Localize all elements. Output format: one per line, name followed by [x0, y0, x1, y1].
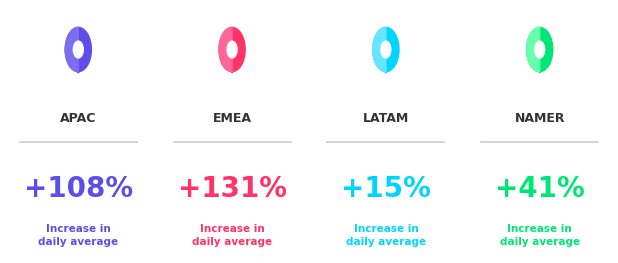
- Polygon shape: [71, 60, 85, 73]
- Text: EMEA: EMEA: [213, 112, 252, 125]
- Circle shape: [227, 41, 237, 58]
- Circle shape: [66, 27, 91, 72]
- Circle shape: [74, 41, 83, 58]
- Circle shape: [381, 41, 391, 58]
- Wedge shape: [66, 27, 78, 72]
- Text: Increase in
daily average: Increase in daily average: [192, 224, 272, 247]
- Circle shape: [527, 27, 552, 72]
- Polygon shape: [533, 60, 547, 73]
- Text: +41%: +41%: [495, 175, 585, 203]
- Text: APAC: APAC: [60, 112, 96, 125]
- Text: LATAM: LATAM: [363, 112, 409, 125]
- Text: Increase in
daily average: Increase in daily average: [346, 224, 426, 247]
- Wedge shape: [527, 27, 540, 72]
- Wedge shape: [219, 27, 232, 72]
- Wedge shape: [373, 27, 386, 72]
- Circle shape: [373, 27, 399, 72]
- Text: NAMER: NAMER: [514, 112, 565, 125]
- Text: +108%: +108%: [23, 175, 133, 203]
- Text: Increase in
daily average: Increase in daily average: [38, 224, 119, 247]
- Circle shape: [535, 41, 544, 58]
- Polygon shape: [379, 60, 393, 73]
- Text: +15%: +15%: [341, 175, 431, 203]
- Text: +131%: +131%: [177, 175, 287, 203]
- Polygon shape: [225, 60, 239, 73]
- Circle shape: [219, 27, 245, 72]
- Text: Increase in
daily average: Increase in daily average: [499, 224, 580, 247]
